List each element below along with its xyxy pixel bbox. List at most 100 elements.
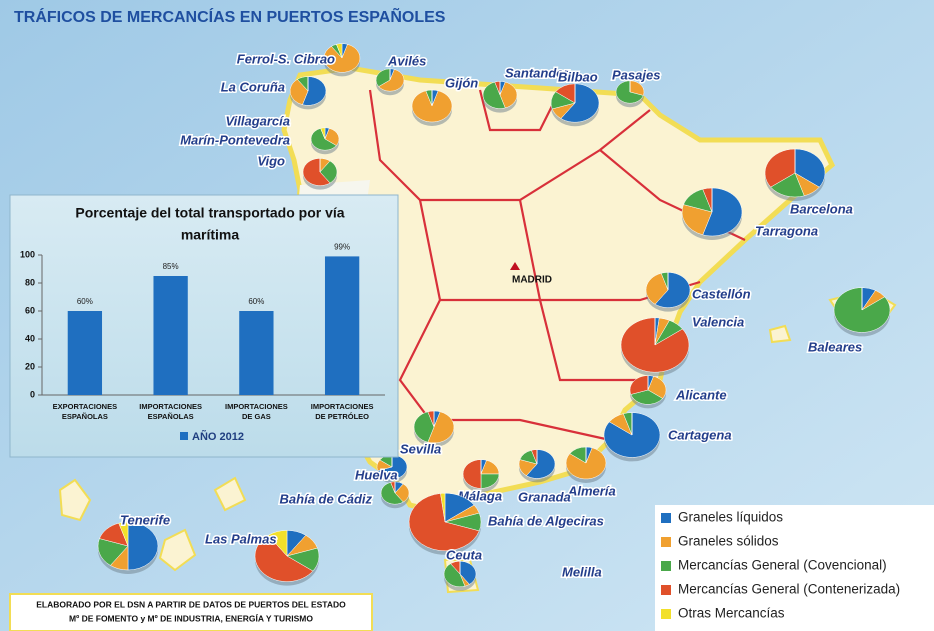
pie-slice (645, 272, 669, 305)
port-label: Melilla (562, 564, 602, 579)
port-label: Santander (505, 65, 570, 80)
port-label: Bahía de Algeciras (488, 513, 604, 528)
bar (67, 311, 103, 395)
ports: Ferrol-S. Cibrao Avilés La Coruña Gijón Sant… (97, 43, 891, 591)
pie-slice (681, 204, 713, 236)
port-label: Bilbao (558, 69, 598, 84)
x-tick-label: IMPORTACIONES ESPAÑOLAS (139, 402, 202, 421)
pie-slice (127, 521, 159, 571)
pie-slice (654, 272, 691, 308)
pie-slice (482, 81, 506, 109)
pie-slice (310, 128, 337, 151)
port-label: Castellón (692, 286, 751, 301)
port-label: Cartagena (668, 427, 732, 442)
pie-slice (462, 459, 482, 489)
port-label: Almería (567, 483, 616, 498)
pie-slice (702, 187, 743, 237)
pie-slice (267, 530, 288, 557)
legend-label: AÑO 2012 (192, 430, 244, 443)
pie-slice (408, 493, 480, 552)
pie-slice (413, 411, 435, 443)
pie-slice (615, 80, 644, 104)
legend-label: Mercancías General (Contenerizada) (678, 582, 900, 597)
pie-slice (380, 482, 404, 505)
bar (324, 256, 360, 395)
port-label: Ceuta (446, 547, 482, 562)
port-label: Pasajes (612, 67, 660, 82)
pie-slice (427, 411, 455, 444)
pie-slice (764, 148, 796, 188)
pie-slice (323, 44, 361, 73)
x-tick-label: IMPORTACIONES DE GAS (225, 402, 288, 421)
pie-slice (254, 534, 314, 582)
capital-label: MADRID (512, 275, 552, 286)
legend-swatch (661, 537, 671, 547)
legend-panel (655, 505, 934, 631)
legend-swatch (661, 513, 671, 523)
pie-slice (794, 148, 826, 188)
y-tick-label: 0 (30, 389, 35, 399)
legend-label: Mercancías General (Covencional) (678, 558, 887, 573)
port-label: La Coruña (221, 79, 285, 94)
value-label: 60% (248, 297, 264, 306)
port-label: Granada (518, 489, 571, 504)
legend-label: Graneles sólidos (678, 534, 779, 549)
capital-marker (510, 262, 520, 270)
pie-slice (440, 492, 446, 523)
pie-slice (375, 68, 391, 87)
legend-label: Graneles líquidos (678, 510, 783, 525)
port-label: Bahía de Cádiz (280, 491, 373, 506)
value-label: 85% (163, 262, 179, 271)
footer-panel (9, 593, 373, 631)
port-label: Villagarcía (225, 113, 290, 128)
pie-slice (97, 538, 129, 566)
value-label: 60% (77, 297, 93, 306)
port-label: Tenerife (120, 512, 170, 527)
legend: Graneles líquidos Graneles sólidos Mercanc… (661, 510, 900, 621)
port-label: Valencia (692, 314, 744, 329)
pie-slice (630, 389, 663, 405)
legend-swatch (661, 585, 671, 595)
pie-slice (526, 449, 556, 479)
x-tick-label: IMPORTACIONES DE PETRÓLEO (311, 402, 374, 421)
chart-title: Porcentaje del total transportado por ví… (75, 205, 344, 221)
pie-slice (324, 128, 340, 146)
y-tick-label: 100 (20, 249, 35, 259)
footer-line: Mº DE FOMENTO y Mº DE INDUSTRIA, ENERGÍA… (69, 613, 313, 623)
y-tick-label: 80 (25, 277, 35, 287)
port-label: Marín-Pontevedra (180, 132, 290, 147)
pie-slice (560, 83, 600, 123)
pie-slice (302, 158, 331, 186)
pie-slice (629, 80, 645, 96)
port-label: Avilés (387, 53, 426, 68)
pie-slice (647, 376, 667, 399)
legend-label: Otras Mercancías (678, 606, 785, 621)
port-label: Alicante (675, 387, 727, 402)
legend-swatch (180, 432, 188, 440)
x-tick-label: EXPORTACIONES ESPAÑOLAS (53, 402, 117, 421)
port-label: Barcelona (790, 201, 853, 216)
pie-slice (394, 483, 410, 503)
port-label: Baleares (808, 339, 862, 354)
pie-slice (770, 172, 805, 198)
pie-slice (443, 563, 466, 587)
pie-slice (289, 79, 309, 105)
footer-line: ELABORADO POR EL DSN A PARTIR DE DATOS D… (36, 599, 346, 609)
pie-slice (459, 560, 477, 585)
pie-slice (336, 43, 343, 59)
pie-slice (118, 521, 129, 547)
pie-slice (499, 81, 518, 109)
pie-slice (411, 90, 453, 123)
region-borders (368, 89, 746, 442)
inset-chart: Porcentaje del total transportado por ví… (20, 205, 385, 443)
port-label: Gijón (445, 75, 478, 90)
bar (153, 276, 188, 395)
legend-swatch (661, 561, 671, 571)
pie-slice (629, 375, 649, 395)
port-label: Vigo (257, 153, 285, 168)
pie-slice (565, 447, 607, 480)
legend-swatch (661, 609, 671, 619)
port-label: Huelva (355, 467, 398, 482)
y-tick-label: 40 (25, 333, 35, 343)
